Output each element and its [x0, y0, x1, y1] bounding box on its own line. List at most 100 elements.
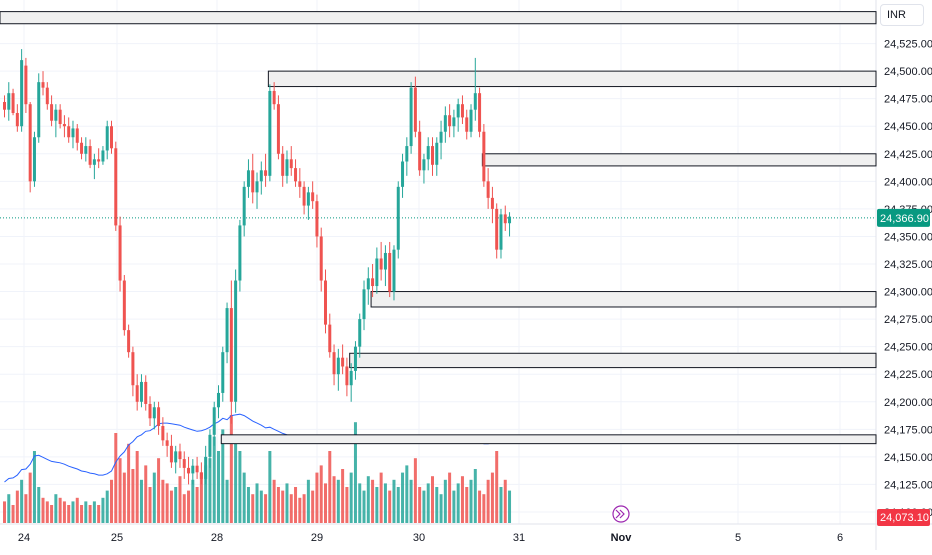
- volume-bar: [435, 487, 439, 523]
- candle: [229, 280, 233, 424]
- time-tick-label: 24: [18, 532, 30, 544]
- candle-body: [182, 459, 186, 468]
- candle: [62, 115, 66, 138]
- volume-bar: [71, 501, 75, 523]
- candle-body: [58, 109, 62, 125]
- volume-bar: [161, 479, 165, 523]
- candle: [110, 120, 113, 154]
- candle: [482, 124, 486, 187]
- volume-bar: [341, 469, 345, 523]
- volume-bar: [80, 505, 84, 523]
- candle: [508, 212, 512, 237]
- volume-bar: [135, 451, 139, 523]
- price-zone: [349, 352, 877, 369]
- candle: [58, 104, 62, 129]
- candle: [358, 313, 362, 358]
- candle: [319, 227, 323, 292]
- candle: [281, 146, 285, 187]
- volume-bar: [152, 472, 156, 523]
- scroll-to-realtime-button[interactable]: [612, 505, 630, 523]
- volume-value-badge: [877, 509, 930, 526]
- candle-body: [169, 445, 173, 463]
- candle-body: [302, 186, 306, 206]
- candle: [20, 49, 24, 132]
- candle-body: [101, 150, 105, 162]
- candle: [32, 131, 36, 187]
- candle: [379, 241, 383, 281]
- candle: [122, 275, 126, 336]
- volume-bar: [157, 458, 161, 523]
- volume-bar: [187, 490, 191, 523]
- candle: [289, 146, 293, 176]
- candle: [366, 267, 370, 305]
- candle-body: [24, 65, 28, 105]
- candle-body: [366, 278, 370, 290]
- volume-bar: [379, 472, 383, 523]
- candle-body: [460, 104, 464, 118]
- currency-label[interactable]: INR: [880, 4, 924, 26]
- volume-bar: [37, 487, 41, 523]
- candle: [212, 401, 216, 446]
- candle: [272, 82, 276, 110]
- volume-bars: [3, 415, 512, 523]
- volume-bar: [234, 443, 238, 523]
- candle-body: [212, 407, 216, 435]
- volume-bar: [456, 483, 460, 523]
- price-zone: [0, 11, 877, 25]
- candle: [178, 443, 182, 468]
- volume-bar: [50, 505, 54, 523]
- candle: [37, 73, 41, 143]
- candle-body: [448, 115, 452, 127]
- candle: [285, 150, 289, 184]
- volume-bar: [3, 501, 6, 523]
- candle-body: [165, 440, 169, 446]
- candle: [221, 346, 225, 402]
- candle-body: [396, 186, 400, 250]
- candle-body: [345, 366, 349, 386]
- candle-body: [409, 87, 413, 147]
- time-axis[interactable]: 24 25 28 29 30 31 Nov 5 6: [18, 505, 843, 544]
- time-tick-label: 25: [111, 532, 123, 544]
- volume-bar: [178, 476, 182, 523]
- volume-bar: [11, 505, 15, 523]
- candle-body: [259, 170, 263, 182]
- candle: [105, 120, 109, 160]
- volume-bar: [409, 479, 413, 523]
- candle: [456, 98, 460, 132]
- candle: [191, 459, 195, 485]
- candle-body: [401, 161, 405, 187]
- volume-bar: [268, 451, 272, 523]
- volume-bar: [229, 415, 233, 523]
- candle-body: [328, 324, 332, 353]
- candle: [443, 106, 447, 143]
- candle: [152, 401, 156, 430]
- candle: [50, 95, 54, 127]
- price-axis[interactable]: 24,525.00 24,500.00 24,475.00 24,450.00 24,4…: [877, 39, 932, 526]
- time-tick-label: 30: [413, 532, 425, 544]
- volume-bar: [62, 501, 66, 523]
- candle-body: [435, 142, 439, 165]
- candle-body: [114, 148, 118, 226]
- candle: [268, 84, 272, 182]
- candle-body: [80, 142, 84, 154]
- candle: [439, 120, 443, 160]
- volume-bar: [358, 483, 362, 523]
- candle-body: [217, 392, 220, 408]
- volume-bar: [217, 451, 220, 523]
- volume-bar: [225, 479, 229, 523]
- volume-bar: [490, 472, 494, 523]
- candle-body: [371, 278, 375, 287]
- volume-bar: [375, 487, 379, 523]
- candle-body: [272, 90, 276, 105]
- candle-body: [379, 258, 383, 270]
- price-tick-label: 24,200.00: [884, 397, 932, 409]
- candle: [336, 348, 340, 391]
- candle: [169, 434, 173, 468]
- volume-bar: [28, 472, 32, 523]
- candle: [135, 374, 139, 411]
- candle-body: [221, 352, 225, 393]
- candle-body: [148, 403, 152, 419]
- candle: [217, 385, 220, 419]
